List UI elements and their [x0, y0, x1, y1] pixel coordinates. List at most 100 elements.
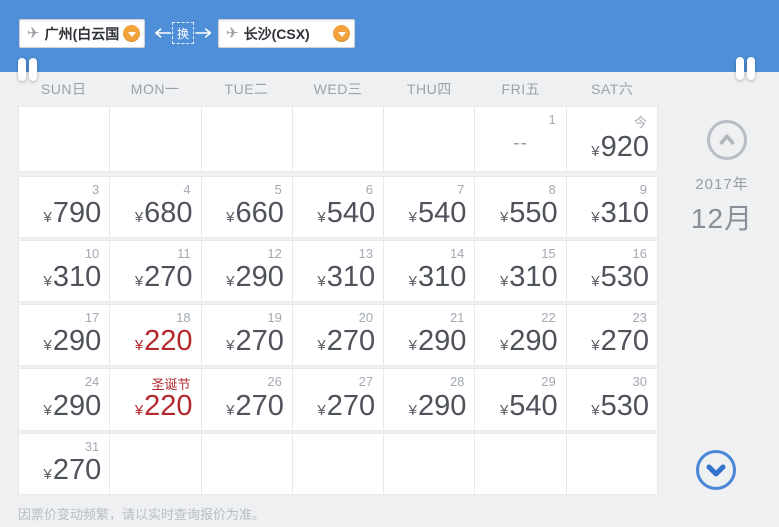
calendar-cell[interactable]: 3 ¥790 [19, 177, 111, 237]
price-value: 270 [144, 261, 193, 293]
from-city-label: 广州(白云国 [44, 25, 119, 42]
calendar-week-row: 1 -- 今 ¥920 [18, 106, 658, 172]
price-value: 270 [52, 454, 102, 486]
price-value: 270 [326, 390, 376, 422]
currency-symbol: ¥ [591, 337, 600, 354]
calendar-cell[interactable]: 21 ¥290 [384, 305, 476, 365]
previous-month-button[interactable] [707, 120, 747, 160]
calendar-cell[interactable]: 30 ¥530 [567, 369, 657, 430]
cell-date: 11 [177, 246, 191, 261]
price-value: 310 [418, 261, 467, 293]
calendar-cell[interactable]: 31 ¥270 [19, 434, 111, 494]
cell-date: 22 [541, 310, 556, 325]
calendar-cell[interactable]: 16 ¥530 [567, 241, 657, 301]
calendar-cell[interactable]: 26 ¥270 [202, 369, 293, 430]
calendar-cell[interactable]: 22 ¥290 [475, 305, 567, 365]
to-city-label: 长沙(CSX) [243, 25, 310, 42]
next-month-button[interactable] [696, 450, 736, 490]
calendar-cell[interactable]: 9 ¥310 [567, 177, 657, 237]
cell-price: ¥550 [500, 199, 558, 228]
calendar-cell[interactable]: 圣诞节 ¥220 [110, 369, 202, 430]
chevron-down-icon [123, 25, 140, 42]
price-value: 290 [509, 325, 558, 357]
calendar-cell[interactable]: 5 ¥660 [202, 177, 293, 237]
price-value: 310 [326, 261, 376, 293]
currency-symbol: ¥ [408, 209, 418, 226]
price-value: 220 [144, 390, 193, 422]
currency-symbol: ¥ [43, 273, 52, 290]
price-value: 290 [235, 261, 284, 293]
calendar-cell[interactable]: 19 ¥270 [202, 305, 293, 365]
chevron-down-icon [333, 25, 350, 42]
calendar-week-row: 17 ¥290 18 ¥220 19 ¥270 20 ¥270 21 ¥290 22 ¥290 23 ¥2… [18, 304, 658, 366]
cell-date: 26 [267, 374, 282, 389]
month-label: 12月 [690, 203, 754, 234]
price-value: 270 [600, 325, 649, 357]
cell-date: 15 [541, 246, 556, 261]
currency-symbol: ¥ [499, 273, 509, 290]
calendar-week-row: 24 ¥290 圣诞节 ¥220 26 ¥270 27 ¥270 28 ¥290 29 ¥540 30 ¥… [18, 368, 658, 431]
calendar-cell[interactable]: 13 ¥310 [293, 241, 385, 301]
chevron-down-icon [706, 464, 726, 477]
weekday-label: TUE二 [224, 81, 269, 97]
calendar-cell[interactable]: 15 ¥310 [475, 241, 567, 301]
calendar-cell[interactable]: 11 ¥270 [110, 241, 202, 301]
calendar-cell[interactable]: 18 ¥220 [110, 305, 202, 365]
calendar-cell[interactable]: 6 ¥540 [293, 177, 385, 237]
price-value: 550 [509, 197, 558, 229]
calendar-cell[interactable]: 4 ¥680 [110, 177, 202, 237]
cell-date: 6 [365, 182, 374, 197]
cell-date: 20 [358, 310, 374, 325]
calendar-cell[interactable]: 29 ¥540 [475, 369, 567, 430]
cell-price: ¥660 [226, 199, 284, 228]
calendar-cell[interactable]: 10 ¥310 [19, 241, 111, 301]
weekday-label: SUN日 [40, 81, 87, 97]
from-city-select[interactable]: ✈ 广州(白云国 [19, 19, 145, 48]
price-value: 920 [600, 131, 649, 163]
calendar-cell[interactable]: 7 ¥540 [384, 177, 476, 237]
currency-symbol: ¥ [134, 209, 144, 226]
calendar-cell [202, 434, 293, 494]
cell-price: ¥270 [226, 327, 284, 356]
arrow-left-icon [155, 28, 172, 38]
currency-symbol: ¥ [317, 273, 326, 290]
cell-price: -- [513, 133, 528, 154]
cell-date: 28 [449, 374, 465, 389]
currency-symbol: ¥ [499, 337, 509, 354]
cell-date: 12 [267, 246, 282, 261]
cell-date: 30 [632, 374, 647, 389]
price-value: 540 [509, 390, 558, 422]
calendar-cell[interactable]: 12 ¥290 [202, 241, 293, 301]
cell-date: 17 [84, 310, 100, 325]
arrow-right-icon [194, 28, 211, 38]
calendar-cell[interactable]: 17 ¥290 [19, 305, 111, 365]
price-value: 540 [326, 197, 376, 229]
calendar-cell[interactable]: 23 ¥270 [567, 305, 657, 365]
price-value: 530 [600, 261, 649, 293]
to-city-select[interactable]: ✈ 长沙(CSX) [218, 19, 355, 48]
calendar-cell[interactable]: 27 ¥270 [293, 369, 385, 430]
currency-symbol: ¥ [591, 402, 600, 419]
quote-pill-decoration [747, 57, 755, 80]
weekday-header: SUN日 MON一 TUE二 WED三 THU四 FRI五 SAT六 [18, 72, 658, 106]
cell-price: ¥540 [500, 392, 558, 421]
cell-date: 27 [358, 374, 374, 389]
calendar-cell [384, 434, 476, 494]
cell-price: ¥220 [135, 392, 193, 421]
calendar-cell[interactable]: 28 ¥290 [384, 369, 476, 430]
swap-cities-button[interactable]: 换 [152, 21, 214, 45]
calendar-cell[interactable]: 8 ¥550 [475, 177, 567, 237]
calendar-cell[interactable]: 20 ¥270 [293, 305, 385, 365]
cell-price: ¥310 [317, 263, 375, 292]
cell-price: ¥540 [409, 199, 467, 228]
calendar-cell[interactable]: 14 ¥310 [384, 241, 476, 301]
currency-symbol: ¥ [317, 209, 326, 226]
calendar-cell[interactable]: 今 ¥920 [567, 107, 657, 171]
calendar-cell [110, 107, 202, 171]
price-disclaimer: 因票价变动频繁，请以实时查询报价为准。 [18, 507, 266, 522]
cell-price: ¥270 [317, 327, 375, 356]
calendar-cell[interactable]: 24 ¥290 [19, 369, 111, 430]
quote-pill-decoration [29, 58, 37, 81]
cell-price: ¥310 [591, 199, 649, 228]
cell-price: ¥270 [135, 263, 193, 292]
